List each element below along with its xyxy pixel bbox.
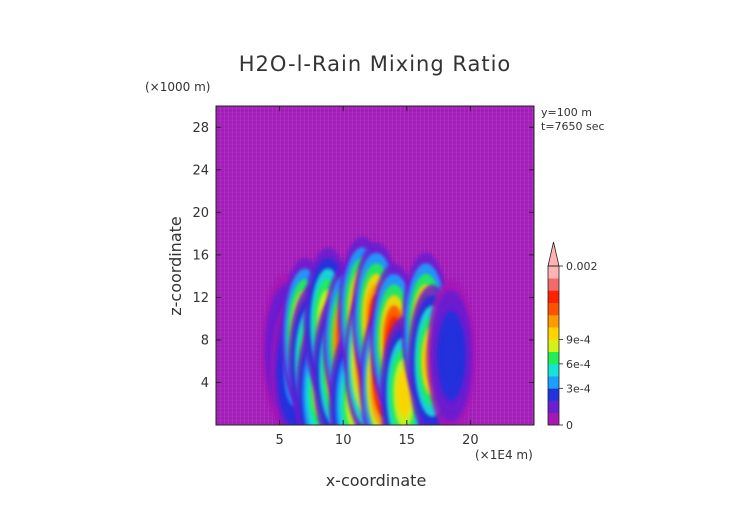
colorbar-segment (548, 278, 559, 291)
x-axis-ticks: 5 10 15 20 (275, 106, 479, 448)
y-tick-label: 16 (192, 248, 209, 263)
annotation-y-position: y=100 m (541, 106, 592, 119)
colorbar-tick-label: 6e-4 (566, 358, 591, 371)
colorbar-segment (548, 327, 559, 340)
colorbar-segment (548, 314, 559, 328)
colorbar-segment (548, 266, 559, 279)
y-tick-label: 20 (192, 206, 209, 221)
colorbar: 0 3e-4 6e-4 9e-4 0.002 (547, 241, 598, 432)
y-tick-label: 24 (192, 163, 209, 178)
annotation-time: t=7650 sec (541, 120, 605, 133)
y-tick-label: 4 (201, 376, 209, 391)
y-unit-label: (×1000 m) (145, 80, 210, 94)
colorbar-segment (548, 376, 559, 389)
colorbar-frame (547, 265, 560, 426)
y-axis-label: z-coordinate (166, 216, 185, 316)
heatmap-cell (426, 279, 476, 425)
colorbar-extend-arrow (547, 241, 560, 267)
colorbar-segment (548, 290, 559, 303)
heatmap-cells (261, 236, 476, 425)
colorbar-tick-label: 0 (566, 419, 573, 432)
y-tick-label: 28 (192, 121, 209, 136)
colorbar-tick-label: 9e-4 (566, 333, 591, 346)
colorbar-tick-label: 3e-4 (566, 382, 591, 395)
x-tick-label: 15 (399, 433, 416, 448)
x-tick-label: 20 (462, 433, 479, 448)
colorbar-segment (548, 302, 559, 316)
colorbar-tick-label: 0.002 (566, 260, 598, 273)
chart-title: H2O-l-Rain Mixing Ratio (239, 52, 512, 76)
colorbar-segment (548, 363, 559, 377)
x-axis-label: x-coordinate (326, 471, 427, 490)
colorbar-segment (548, 412, 559, 426)
y-axis-ticks: 4 8 12 16 20 24 28 (192, 121, 534, 391)
y-tick-label: 12 (192, 291, 209, 306)
y-tick-label: 8 (201, 333, 209, 348)
colorbar-segment (548, 351, 559, 365)
colorbar-segment (548, 388, 559, 401)
x-tick-label: 10 (335, 433, 352, 448)
colorbar-segment (548, 339, 559, 352)
plot-frame (215, 105, 535, 426)
colorbar-segment (548, 400, 559, 414)
x-tick-label: 5 (275, 433, 283, 448)
x-unit-label: (×1E4 m) (475, 448, 533, 462)
